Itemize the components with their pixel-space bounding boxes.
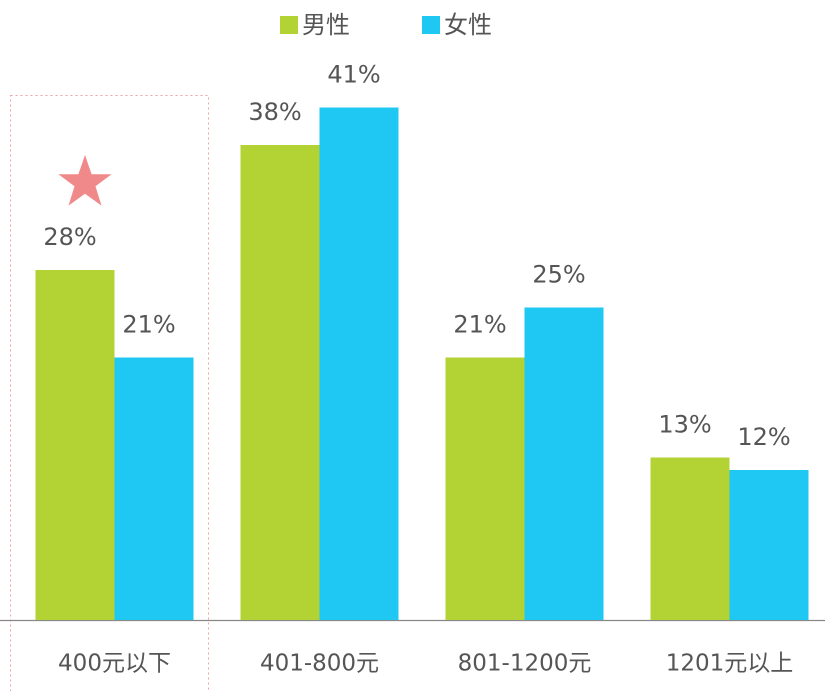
value-label: 25% [532,261,585,289]
value-label: 21% [453,311,506,339]
value-label: 28% [43,223,96,251]
bar [319,107,399,620]
value-label: 38% [248,98,301,126]
value-label: 21% [122,311,175,339]
bar [445,357,525,620]
bar [114,357,194,620]
legend-swatch [422,16,440,34]
legend-label: 女性 [444,11,492,39]
value-label: 12% [737,423,790,451]
value-label: 13% [658,411,711,439]
legend-label: 男性 [302,11,350,39]
bar [35,270,115,620]
bar [524,307,604,620]
legend-swatch [280,16,298,34]
bar [729,470,809,620]
x-tick-label: 400元以下 [58,651,171,677]
highlight-box [10,95,209,691]
value-label: 41% [327,61,380,89]
bar [240,145,320,620]
bar [650,457,730,620]
x-tick-label: 801-1200元 [458,651,592,677]
x-tick-label: 401-800元 [260,651,379,677]
star [58,155,112,206]
x-tick-label: 1201元以上 [666,651,794,677]
